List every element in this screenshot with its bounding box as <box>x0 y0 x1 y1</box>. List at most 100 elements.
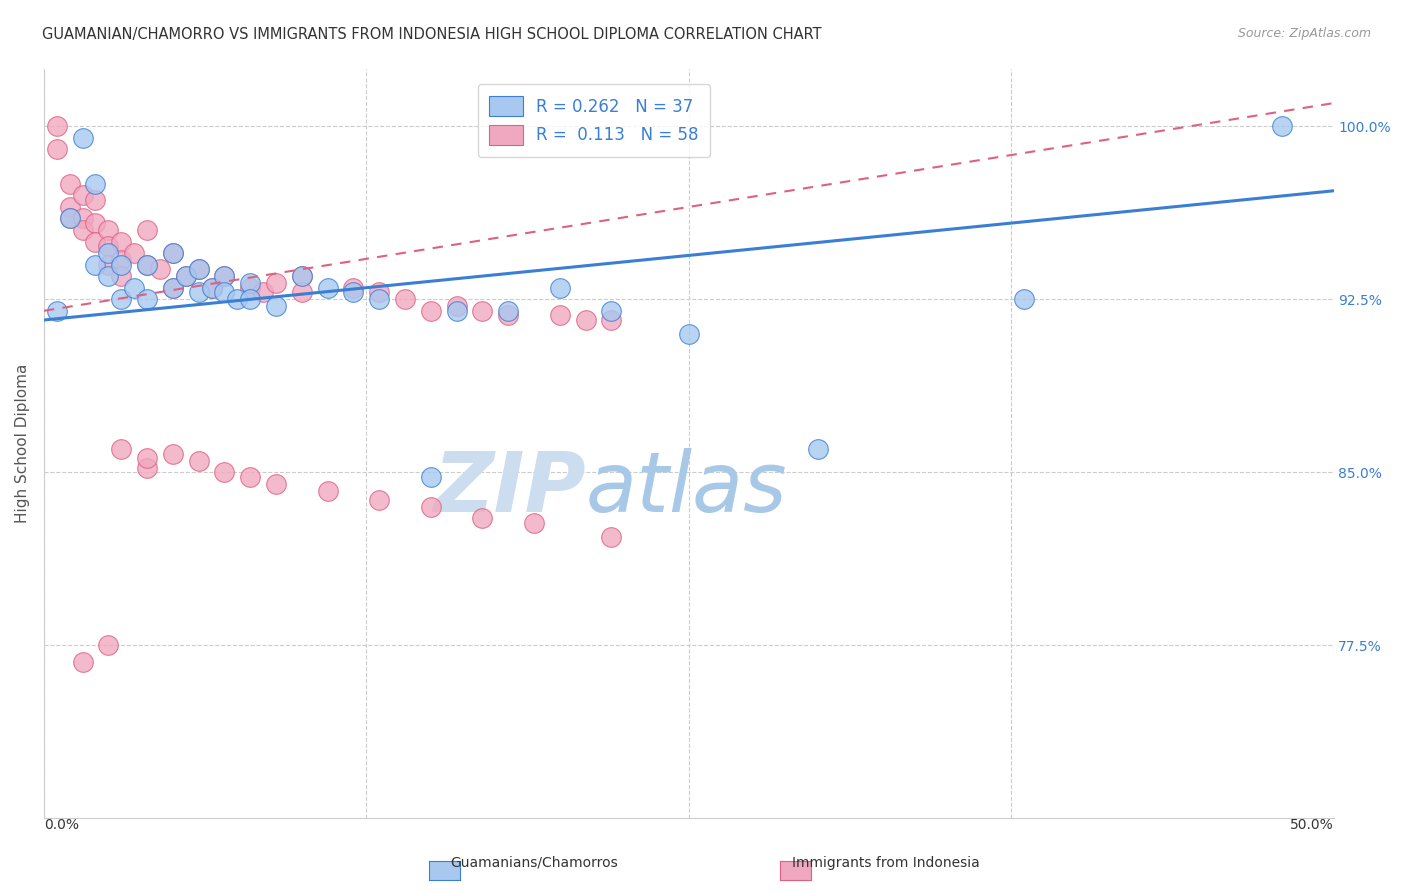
Point <box>136 258 159 272</box>
Point <box>187 454 209 468</box>
Point <box>110 253 132 268</box>
Point <box>162 246 184 260</box>
Point <box>264 299 287 313</box>
Point <box>136 451 159 466</box>
Text: 0.0%: 0.0% <box>44 818 79 832</box>
Point <box>122 246 145 260</box>
Point <box>136 223 159 237</box>
Text: Immigrants from Indonesia: Immigrants from Indonesia <box>792 855 980 870</box>
Point <box>97 269 120 284</box>
Point <box>97 246 120 260</box>
Point <box>136 460 159 475</box>
Point <box>59 211 82 226</box>
Point <box>368 493 391 508</box>
Point <box>72 655 94 669</box>
Point <box>162 281 184 295</box>
Point <box>45 303 67 318</box>
Point <box>200 281 222 295</box>
Point <box>316 281 339 295</box>
Point <box>239 276 262 290</box>
Text: Source: ZipAtlas.com: Source: ZipAtlas.com <box>1237 27 1371 40</box>
Point <box>342 281 364 295</box>
Point <box>84 177 107 191</box>
Point <box>574 313 596 327</box>
Point <box>110 292 132 306</box>
Point <box>523 516 546 530</box>
Point <box>97 239 120 253</box>
Point <box>368 292 391 306</box>
Point <box>678 326 700 341</box>
Point <box>264 276 287 290</box>
Point <box>162 447 184 461</box>
Point <box>548 281 571 295</box>
Point <box>59 211 82 226</box>
Text: 50.0%: 50.0% <box>1289 818 1333 832</box>
Point <box>72 130 94 145</box>
Point <box>59 177 82 191</box>
Point <box>162 281 184 295</box>
Point <box>214 269 236 284</box>
Point <box>291 269 314 284</box>
Point <box>1271 119 1294 133</box>
Point <box>252 285 274 300</box>
Text: GUAMANIAN/CHAMORRO VS IMMIGRANTS FROM INDONESIA HIGH SCHOOL DIPLOMA CORRELATION : GUAMANIAN/CHAMORRO VS IMMIGRANTS FROM IN… <box>42 27 821 42</box>
Point <box>97 258 120 272</box>
Point <box>446 299 468 313</box>
Point <box>72 188 94 202</box>
Point <box>149 262 172 277</box>
Point <box>214 465 236 479</box>
Point <box>446 303 468 318</box>
Point <box>136 292 159 306</box>
Point <box>84 258 107 272</box>
Point <box>72 223 94 237</box>
Point <box>59 200 82 214</box>
Point <box>174 269 197 284</box>
Point <box>548 309 571 323</box>
Point <box>200 281 222 295</box>
Point <box>110 269 132 284</box>
Point <box>187 262 209 277</box>
Point <box>316 483 339 498</box>
Legend: R = 0.262   N = 37, R =  0.113   N = 58: R = 0.262 N = 37, R = 0.113 N = 58 <box>478 85 710 157</box>
Point <box>110 442 132 457</box>
Point <box>394 292 416 306</box>
Point <box>187 285 209 300</box>
Point <box>264 476 287 491</box>
Point <box>419 500 441 514</box>
Point <box>471 303 494 318</box>
Point <box>136 258 159 272</box>
Point <box>291 269 314 284</box>
Point <box>342 285 364 300</box>
Point <box>97 638 120 652</box>
Point <box>110 235 132 249</box>
Point <box>419 303 441 318</box>
Point <box>174 269 197 284</box>
Point <box>471 511 494 525</box>
Text: atlas: atlas <box>585 448 787 529</box>
Point <box>496 303 519 318</box>
Point <box>600 313 623 327</box>
Point <box>600 530 623 544</box>
Point <box>84 235 107 249</box>
Point <box>84 193 107 207</box>
Point <box>97 223 120 237</box>
Point <box>419 470 441 484</box>
Point <box>122 281 145 295</box>
Point <box>72 211 94 226</box>
Point <box>45 119 67 133</box>
Point <box>600 303 623 318</box>
Point <box>214 285 236 300</box>
Point <box>496 309 519 323</box>
Point <box>807 442 830 457</box>
Point <box>162 246 184 260</box>
Point <box>239 470 262 484</box>
Point <box>45 142 67 156</box>
Point <box>1012 292 1035 306</box>
Point <box>214 269 236 284</box>
Point <box>187 262 209 277</box>
Point <box>110 258 132 272</box>
Point <box>239 292 262 306</box>
Text: Guamanians/Chamorros: Guamanians/Chamorros <box>450 855 619 870</box>
Point <box>291 285 314 300</box>
Point <box>84 216 107 230</box>
